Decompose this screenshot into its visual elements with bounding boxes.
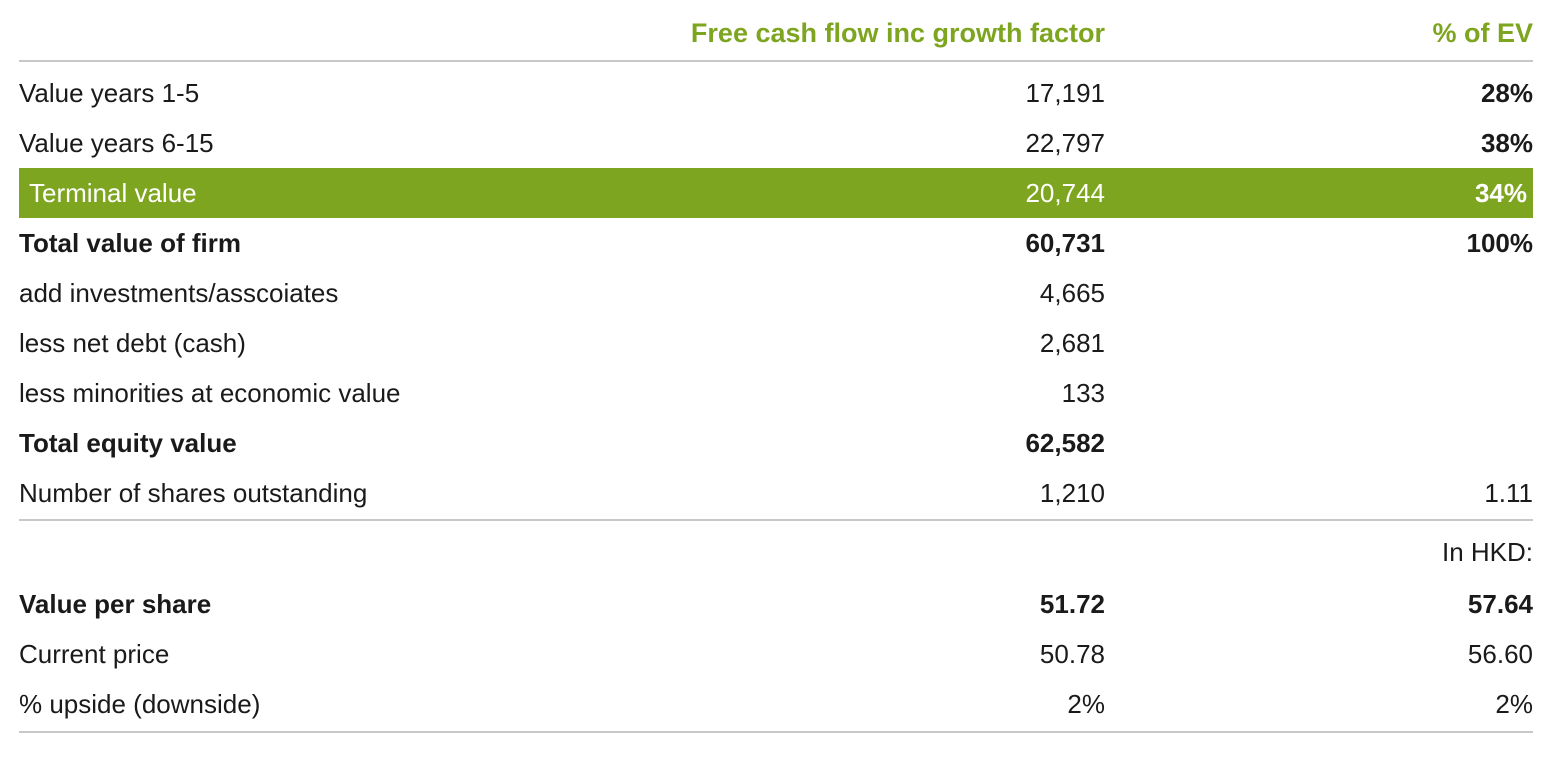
currency-note: In HKD: <box>1441 537 1533 567</box>
section-divider <box>19 519 1533 521</box>
row-current-price: Current price 50.78 56.60 <box>19 629 1533 679</box>
row-value-fcf: 22,797 <box>1025 128 1105 158</box>
row-label: Value years 1-5 <box>19 78 200 108</box>
row-label: Terminal value <box>29 178 197 208</box>
row-value-pct-ev: 38% <box>1480 128 1533 158</box>
row-value-years-6-15: Value years 6-15 22,797 38% <box>19 118 1533 168</box>
row-value-fcf: 20,744 <box>1025 178 1105 208</box>
row-value-fcf: 133 <box>1061 378 1105 408</box>
row-value-hkd: 56.60 <box>1467 639 1533 669</box>
row-less-minorities: less minorities at economic value 133 <box>19 368 1533 418</box>
row-value-pct-ev: 28% <box>1480 78 1533 108</box>
row-label: Number of shares outstanding <box>19 478 368 508</box>
table-bottom-rule <box>19 731 1533 733</box>
row-value-years-1-5: Value years 1-5 17,191 28% <box>19 68 1533 118</box>
row-label: % upside (downside) <box>19 689 261 719</box>
row-label: Current price <box>19 639 170 669</box>
row-label: less net debt (cash) <box>19 328 246 358</box>
row-add-investments: add investments/asscoiates 4,665 <box>19 268 1533 318</box>
row-value-fcf: 2,681 <box>1039 328 1105 358</box>
row-less-net-debt: less net debt (cash) 2,681 <box>19 318 1533 368</box>
row-value-pct-ev: 100% <box>1466 228 1534 258</box>
row-value-fx-rate: 1.11 <box>1484 478 1533 508</box>
row-value-fcf: 4,665 <box>1039 278 1105 308</box>
row-value-hkd: 57.64 <box>1467 589 1533 619</box>
row-total-equity-value: Total equity value 62,582 <box>19 418 1533 468</box>
row-currency-note: In HKD: <box>19 521 1533 579</box>
row-upside-downside: % upside (downside) 2% 2% <box>19 679 1533 729</box>
header-fcf-growth: Free cash flow inc growth factor <box>690 18 1105 48</box>
row-value-fcf: 50.78 <box>1039 639 1105 669</box>
row-value-fcf: 51.72 <box>1039 589 1105 619</box>
row-value-pct-ev: 34% <box>1474 178 1527 208</box>
row-value-fcf: 62,582 <box>1025 428 1105 458</box>
row-label: add investments/asscoiates <box>19 278 339 308</box>
row-value-fcf: 1,210 <box>1039 478 1105 508</box>
row-label: less minorities at economic value <box>19 378 401 408</box>
row-value-fcf: 2% <box>1067 689 1105 719</box>
header-pct-of-ev: % of EV <box>1432 18 1533 48</box>
table-header: Free cash flow inc growth factor % of EV <box>19 0 1533 62</box>
row-shares-outstanding: Number of shares outstanding 1,210 1.11 <box>19 468 1533 518</box>
row-value-hkd: 2% <box>1495 689 1533 719</box>
row-total-value-of-firm: Total value of firm 60,731 100% <box>19 218 1533 268</box>
row-value-fcf: 60,731 <box>1025 228 1105 258</box>
row-label: Value per share <box>19 589 212 619</box>
row-value-fcf: 17,191 <box>1025 78 1105 108</box>
row-value-per-share: Value per share 51.72 57.64 <box>19 579 1533 629</box>
dcf-valuation-table: Free cash flow inc growth factor % of EV… <box>19 0 1533 733</box>
row-label: Value years 6-15 <box>19 128 214 158</box>
row-label: Total value of firm <box>19 228 241 258</box>
row-label: Total equity value <box>19 428 237 458</box>
row-terminal-value: Terminal value 20,744 34% <box>19 168 1533 218</box>
